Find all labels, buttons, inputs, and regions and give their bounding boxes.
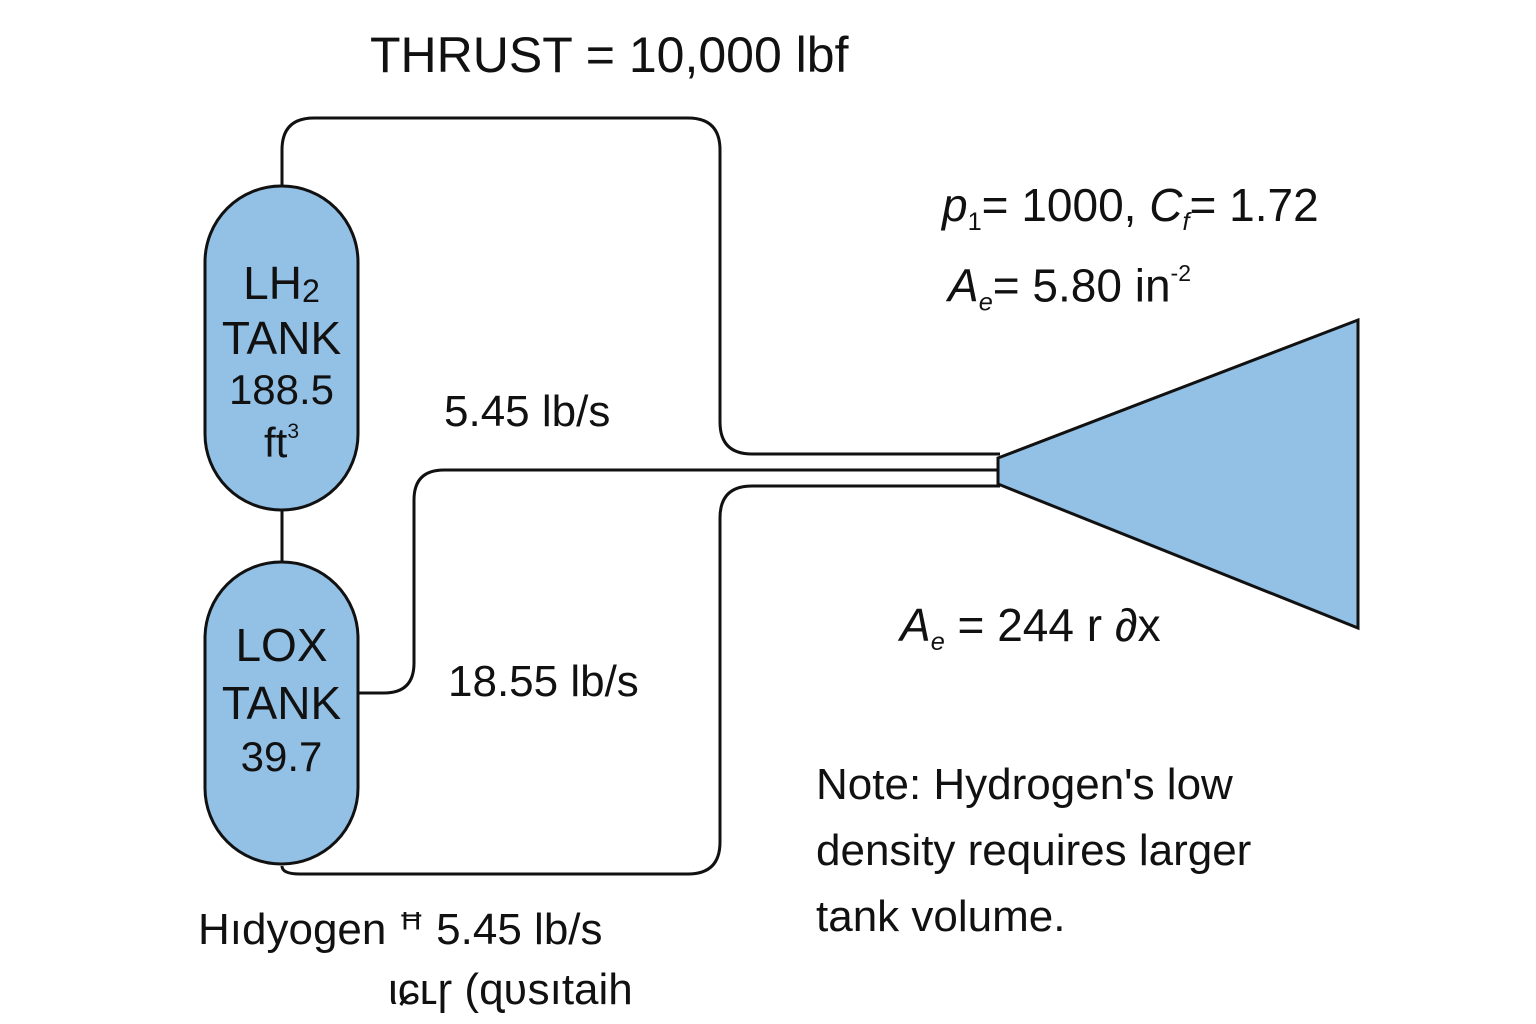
note-block: Note: Hydrogen's low density requires la…	[816, 752, 1251, 950]
thrust-title: THRUST = 10,000 lbf	[370, 27, 849, 83]
lox-volume: 39.7	[240, 733, 323, 780]
footer-line-2: ιɕʟɼ (ɋʋsıtaih	[388, 965, 633, 1014]
lh2-tank-word: TANK	[221, 312, 342, 365]
hydrogen-feed-line	[280, 116, 1000, 456]
oxidizer-feed-line	[358, 468, 1000, 695]
lower-flow-rate: 18.55 lb/s	[448, 657, 639, 706]
lh2-volume-unit: ft3	[263, 419, 300, 467]
note-line-3: tank volume.	[816, 892, 1066, 941]
lh2-tank-label: LH2 TANK 188.5 ft3	[205, 260, 358, 464]
lox-tank	[203, 560, 360, 866]
exit-area: Ae = 244 r ∂x	[900, 599, 1161, 656]
footer-line-1: Hıdyogen ꟸ 5.45 lb/s	[198, 905, 603, 954]
lh2-tank	[203, 184, 360, 512]
upper-flow-rate: 5.45 lb/s	[444, 387, 611, 436]
lox-tank-label: LOX TANK 39.7	[205, 622, 358, 778]
lox-name: LOX	[235, 619, 328, 671]
lox-tank-word: TANK	[221, 677, 342, 729]
nozzle-bell	[996, 317, 1360, 631]
note-line-1: Note: Hydrogen's low	[816, 760, 1233, 809]
return-feed-line	[280, 484, 1000, 876]
note-line-2: density requires larger	[816, 826, 1252, 875]
lh2-name: LH2	[243, 257, 320, 310]
chamber-pressure-thrust-coefficient: p1= 1000, Cf= 1.72	[942, 179, 1319, 236]
throat-area: Ae= 5.80 in-2	[948, 259, 1191, 317]
lh2-volume: 188.5	[228, 366, 335, 414]
